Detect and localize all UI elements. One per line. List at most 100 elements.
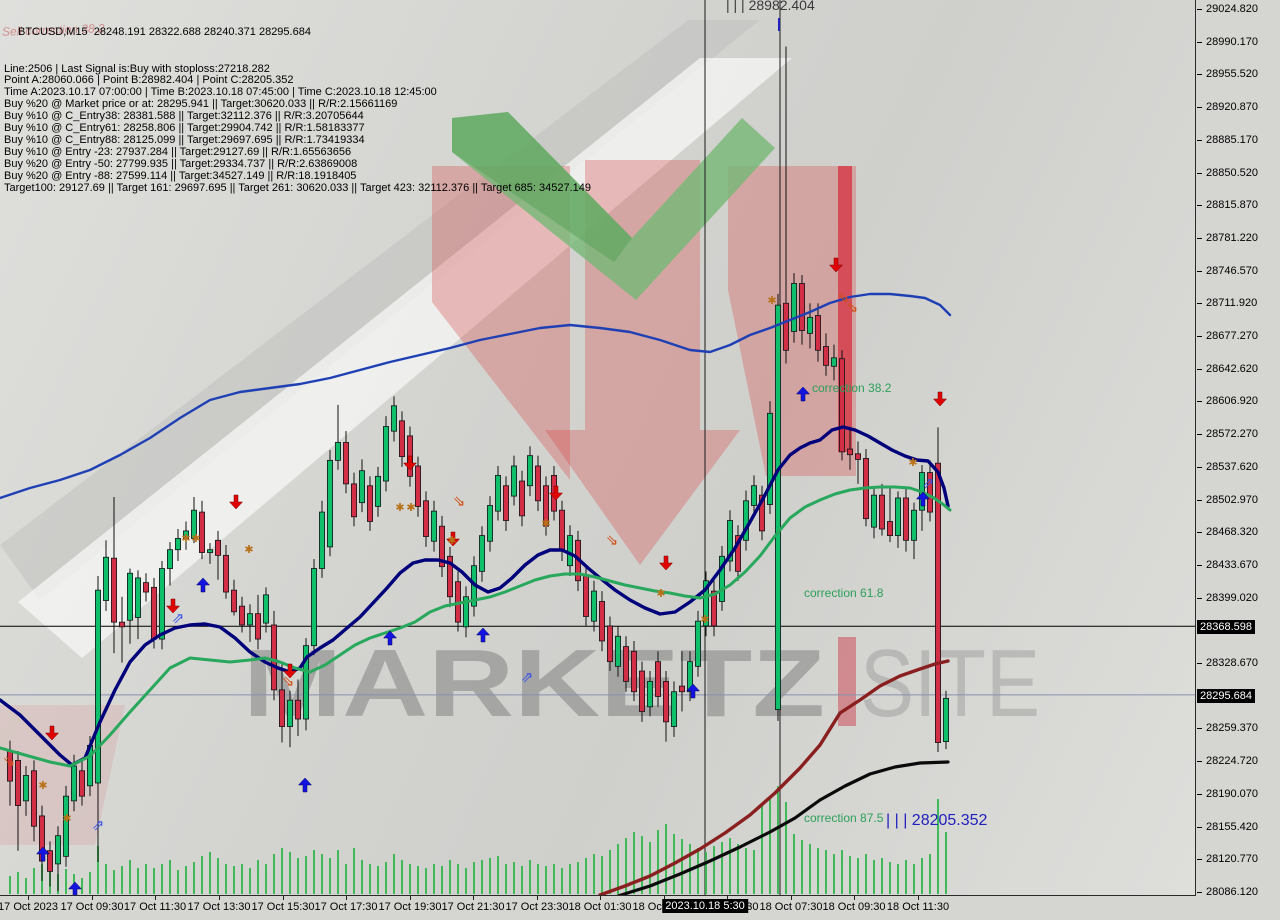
volume-bar bbox=[17, 872, 19, 894]
time-tick-label: 17 Oct 15:30 bbox=[251, 901, 315, 913]
signal-info-line: Buy %10 @ C_Entry88: 28125.099 || Target… bbox=[4, 133, 365, 146]
watermark-text-site: SITE bbox=[860, 630, 1040, 737]
time-tick bbox=[664, 896, 665, 900]
candle-bear bbox=[222, 554, 229, 593]
time-tick bbox=[92, 896, 93, 900]
candle-bull bbox=[262, 594, 269, 624]
candle-bull bbox=[63, 795, 70, 857]
exit-sell-arrow-icon: ⇘ bbox=[453, 493, 466, 510]
volume-bar bbox=[345, 864, 347, 894]
entry-star-icon: ✱ bbox=[656, 588, 665, 600]
entry-star-icon: ✱ bbox=[191, 533, 200, 545]
exit-buy-arrow-icon: ⇗ bbox=[92, 817, 105, 834]
volume-bar bbox=[225, 864, 227, 894]
signal-info-lines: Line:2506 | Last Signal is:Buy with stop… bbox=[4, 63, 591, 195]
buy-arrow-icon bbox=[35, 846, 51, 862]
candle-bear bbox=[879, 494, 886, 530]
time-axis[interactable]: 2023.10.18 5:30 17 Oct 2023 17 Oct 09:30 1… bbox=[0, 896, 1196, 920]
volume-bar bbox=[441, 866, 443, 894]
buy-arrow-icon bbox=[915, 491, 931, 507]
time-tick-label: 17 Oct 09:30 bbox=[60, 901, 124, 913]
candle-bull bbox=[743, 500, 750, 541]
time-tick-label: 17 Oct 19:30 bbox=[378, 901, 442, 913]
volume-bar bbox=[257, 860, 259, 894]
band_blue-line bbox=[0, 292, 952, 500]
logo-green-chevron-dark bbox=[452, 112, 632, 262]
time-tick bbox=[854, 896, 855, 900]
price-badge: 28295.684 bbox=[1197, 689, 1255, 703]
volume-bar bbox=[313, 850, 315, 894]
volume-bar bbox=[945, 832, 947, 894]
candle-bear bbox=[855, 453, 862, 460]
candle-bull bbox=[719, 555, 726, 602]
candle-bear bbox=[631, 650, 638, 693]
sell-arrow-icon bbox=[445, 531, 461, 547]
signal-info-line: Buy %10 @ C_Entry38: 28381.588 || Target… bbox=[4, 110, 364, 123]
buy-arrow-icon bbox=[475, 627, 491, 643]
candle-bull bbox=[695, 620, 702, 667]
volume-bar bbox=[825, 850, 827, 894]
signal-info-line: Buy %20 @ Market price or at: 28295.941 … bbox=[4, 98, 398, 111]
volume-bar bbox=[89, 872, 91, 894]
candle-bull bbox=[462, 596, 469, 628]
time-tick bbox=[219, 896, 220, 900]
candle-bull bbox=[430, 510, 437, 542]
candle-bull bbox=[22, 775, 29, 802]
candle-bull bbox=[486, 505, 493, 542]
chart-canvas[interactable]: MARKETZ SITE ⇘ ⇘ ⇘ ⇘ ⇘ ⇘ ⇗ ⇗ ⇗ ⇗ ✱ ✱ ✱ ✱ ✱ ✱ ✱ ✱ ✱ ✱ ✱ ✱ ✱ | | | … bbox=[0, 0, 1196, 896]
volume-bar bbox=[745, 848, 747, 894]
price-badge: 28368.598 bbox=[1197, 620, 1255, 634]
volume-bar bbox=[849, 856, 851, 894]
entry-star-icon: ✱ bbox=[700, 614, 709, 626]
candle-bear bbox=[278, 689, 285, 727]
volume-bar bbox=[449, 860, 451, 894]
volume-bar bbox=[409, 864, 411, 894]
time-tick bbox=[473, 896, 474, 900]
volume-bar bbox=[457, 864, 459, 894]
price-tick-label: 28086.120 bbox=[1197, 885, 1258, 898]
candle-bull bbox=[134, 577, 141, 618]
black_ma-line bbox=[616, 760, 950, 895]
green_ma-line bbox=[0, 485, 952, 768]
volume-bar bbox=[121, 866, 123, 894]
candle-bear bbox=[414, 465, 421, 507]
price-tick-label: 28815.870 bbox=[1197, 199, 1258, 212]
volume-bar bbox=[561, 868, 563, 894]
candle-bear bbox=[111, 557, 118, 623]
chart-annotation: correction 87.5 bbox=[804, 811, 884, 825]
volume-bar bbox=[913, 864, 915, 894]
volume-bar bbox=[137, 868, 139, 894]
volume-bar bbox=[417, 866, 419, 894]
candle-bear bbox=[623, 646, 630, 682]
candlestick-chart[interactable]: MARKETZ SITE⇘⇘⇘⇘⇘⇘⇗⇗⇗⇗✱✱✱ ✱✱✱ ✱✱✱✱✱✱✱| | | … bbox=[0, 0, 1196, 896]
volume-bar bbox=[801, 840, 803, 894]
candle-bull bbox=[182, 530, 189, 539]
volume-bar bbox=[425, 868, 427, 894]
volume-bar bbox=[921, 858, 923, 894]
candle-bear bbox=[543, 485, 550, 527]
volume-bar bbox=[809, 844, 811, 894]
volume-bar bbox=[161, 864, 163, 894]
volume-bar bbox=[337, 850, 339, 894]
volume-bar bbox=[889, 862, 891, 894]
price-axis[interactable]: 29024.820 28990.170 28955.520 28920.870 2888… bbox=[1196, 0, 1280, 920]
entry-star-icon: ✱ bbox=[908, 457, 917, 469]
candle-bear bbox=[214, 539, 221, 556]
volume-bar bbox=[577, 862, 579, 894]
time-tick-label: 17 Oct 17:30 bbox=[314, 901, 378, 913]
candle-bull bbox=[158, 568, 165, 640]
volume-bar bbox=[241, 864, 243, 894]
candle-bear bbox=[238, 605, 245, 626]
candle-bear bbox=[839, 358, 846, 453]
volume-bar bbox=[617, 844, 619, 894]
entry-star-icon: ✱ bbox=[395, 502, 404, 514]
time-tick bbox=[28, 896, 29, 900]
volume-bar bbox=[681, 839, 683, 894]
volume-bar bbox=[113, 870, 115, 894]
buy-arrow-icon bbox=[67, 881, 83, 895]
time-tick bbox=[410, 896, 411, 900]
candle-bull bbox=[895, 497, 902, 537]
volume-bar bbox=[97, 846, 99, 894]
time-tick bbox=[283, 896, 284, 900]
